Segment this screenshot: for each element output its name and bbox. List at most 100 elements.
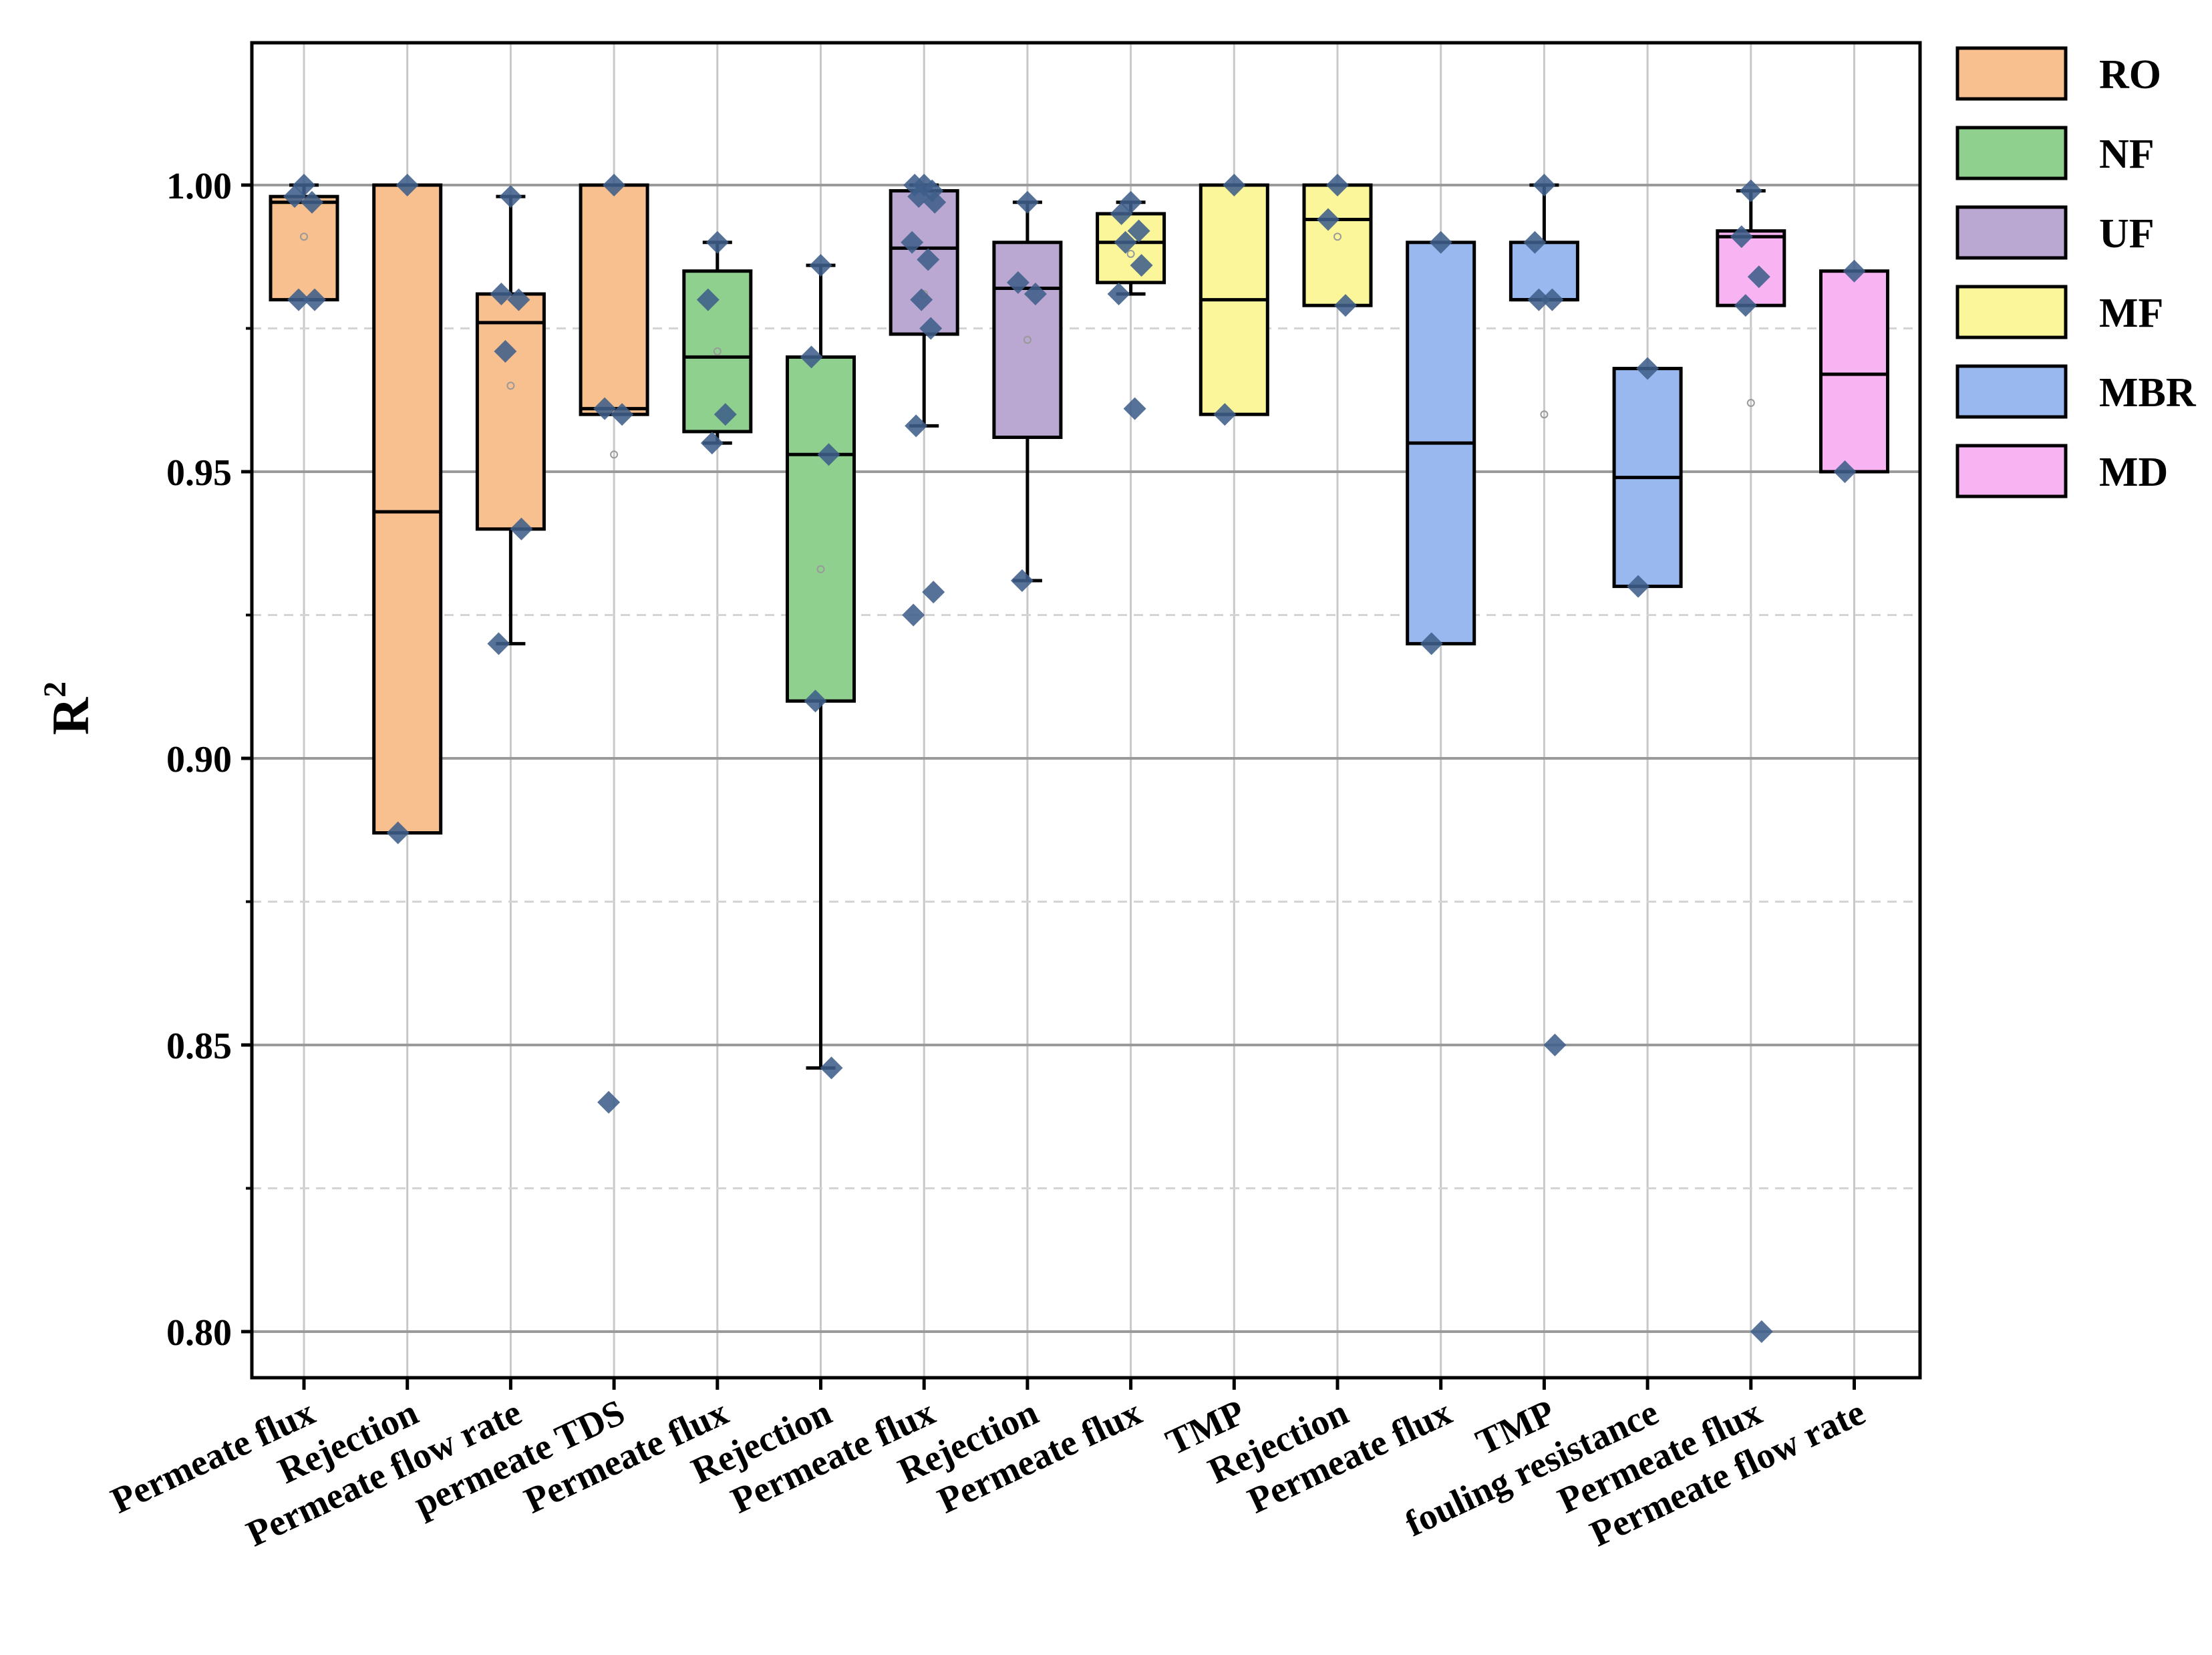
- box-mean: [1023, 335, 1032, 344]
- data-point: [1223, 174, 1246, 196]
- data-point: [1015, 190, 1039, 214]
- data-point: [1006, 271, 1030, 294]
- data-point: [923, 190, 947, 214]
- data-point: [809, 254, 832, 277]
- y-tick-label: 0.80: [166, 1312, 232, 1354]
- data-point: [1533, 174, 1556, 196]
- box-ro: [372, 183, 443, 835]
- data-point: [1627, 575, 1650, 598]
- data-point: [901, 231, 924, 254]
- legend-item-uf: UF: [1955, 205, 2155, 260]
- y-axis: 0.80 0.85 0.90 0.95 1.00: [166, 166, 252, 1354]
- data-point: [1107, 283, 1130, 306]
- box-body: [372, 183, 443, 835]
- data-point: [1317, 208, 1339, 231]
- data-point: [800, 345, 823, 369]
- box-mf: [1302, 183, 1373, 307]
- data-point: [902, 603, 925, 627]
- data-point: [1429, 231, 1452, 254]
- box-mbr: [1509, 183, 1579, 419]
- legend-label: MD: [2099, 450, 2168, 495]
- data-point: [1543, 1034, 1567, 1056]
- data-point: [700, 432, 724, 455]
- data-point: [396, 174, 419, 196]
- legend-item-mbr: MBR: [1955, 364, 2197, 419]
- legend-label: RO: [2099, 52, 2161, 98]
- plot-frame: [250, 41, 1922, 1380]
- legend: RO NF UF MF MBR MD: [1955, 46, 2197, 498]
- data-point: [603, 174, 626, 196]
- box-mean: [1746, 399, 1755, 408]
- box-body: [269, 194, 339, 302]
- data-point: [905, 414, 928, 438]
- y-tick-label: 0.90: [166, 739, 232, 780]
- data-point: [922, 581, 945, 604]
- data-point: [386, 821, 410, 845]
- data-point: [1114, 231, 1137, 254]
- data-point: [1730, 225, 1753, 249]
- legend-item-ro: RO: [1955, 46, 2161, 101]
- data-point: [1833, 460, 1857, 483]
- box-body: [786, 355, 856, 703]
- data-point: [1123, 397, 1146, 420]
- y-axis-label-superscript: 2: [37, 682, 73, 698]
- data-point: [1747, 265, 1770, 289]
- box-body: [1509, 241, 1579, 302]
- data-point: [1420, 632, 1443, 655]
- legend-swatch: [1955, 285, 2068, 339]
- data-point: [1213, 403, 1237, 426]
- data-point: [705, 231, 729, 254]
- data-point: [1130, 254, 1153, 277]
- box-mean: [1333, 233, 1341, 241]
- box-mean: [1540, 410, 1549, 419]
- legend-label: NF: [2099, 132, 2155, 177]
- data-point: [1010, 569, 1034, 593]
- data-point: [499, 185, 522, 208]
- box-mean: [610, 450, 619, 459]
- data-point: [917, 248, 940, 271]
- box-mean: [506, 382, 515, 390]
- data-point: [1127, 219, 1150, 243]
- box-md: [1819, 269, 1889, 474]
- data-point: [1734, 294, 1757, 317]
- data-point: [283, 185, 306, 208]
- data-point: [1541, 288, 1564, 311]
- data-point: [696, 288, 720, 311]
- box-ro: [579, 183, 649, 459]
- box-body: [475, 292, 546, 531]
- data-point: [817, 443, 840, 466]
- legend-label: MF: [2099, 291, 2163, 336]
- legend-swatch: [1955, 444, 2068, 498]
- data-point: [303, 288, 326, 311]
- data-point: [1843, 259, 1866, 283]
- data-point: [510, 517, 533, 541]
- data-point: [494, 339, 517, 363]
- box-mean: [713, 347, 722, 355]
- box-mbr: [1406, 241, 1476, 645]
- box-mbr: [1612, 367, 1683, 589]
- data-points: [283, 174, 1866, 1343]
- y-tick-label: 1.00: [166, 166, 232, 207]
- data-point: [287, 288, 310, 311]
- box-ro: [475, 194, 546, 645]
- data-point: [919, 317, 943, 340]
- data-point: [820, 1056, 843, 1080]
- data-point: [1739, 179, 1762, 202]
- data-point: [1110, 202, 1133, 225]
- data-point: [910, 288, 933, 311]
- box-body: [579, 183, 649, 416]
- y-axis-label-text: R: [41, 696, 100, 735]
- legend-label: MBR: [2099, 370, 2197, 416]
- box-ro: [269, 183, 339, 302]
- y-axis-label: R2: [37, 682, 100, 735]
- box-body: [1716, 229, 1786, 307]
- box-body: [1819, 269, 1889, 474]
- legend-swatch: [1955, 364, 2068, 419]
- legend-item-md: MD: [1955, 444, 2168, 498]
- box-mean: [300, 233, 308, 241]
- box-md: [1716, 189, 1786, 408]
- data-point: [1750, 1320, 1773, 1343]
- data-point: [1326, 174, 1349, 196]
- data-point: [1023, 283, 1047, 306]
